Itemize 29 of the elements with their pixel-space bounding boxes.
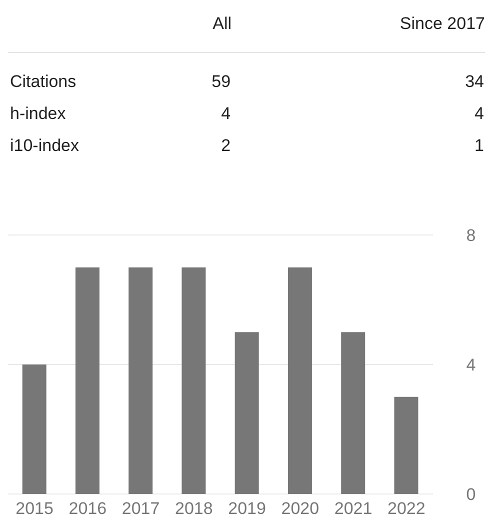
bar	[394, 396, 418, 494]
text: 1	[474, 136, 484, 155]
category-label: Citations	[10, 72, 76, 91]
category-label: h-index	[10, 104, 66, 123]
x-tick-label: 2019	[228, 499, 266, 518]
text: 34	[465, 72, 484, 91]
x-tick-label: 2022	[388, 499, 426, 518]
x-tick-label: 2017	[122, 499, 160, 518]
y-tick-label: 0	[466, 485, 476, 504]
category-label: i10-index	[10, 136, 79, 155]
category-label: Since 2017	[398, 13, 485, 35]
x-tick-label: 2018	[175, 499, 213, 518]
text: 2	[221, 136, 231, 155]
bar	[128, 267, 153, 494]
bar	[288, 267, 312, 494]
y-tick-label: 8	[466, 226, 476, 246]
y-tick-label: 4	[466, 356, 476, 375]
x-tick-label: 2015	[16, 499, 54, 518]
bar	[182, 267, 206, 494]
x-tick-label: 2016	[68, 499, 107, 518]
x-tick-label: 2020	[281, 499, 320, 518]
text: 4	[221, 104, 231, 123]
bar	[234, 332, 259, 494]
text: 59	[212, 72, 231, 91]
category-label: All	[212, 13, 232, 35]
x-tick-label: 2021	[334, 499, 372, 518]
bar	[22, 364, 46, 494]
bar	[341, 332, 366, 494]
bar	[75, 267, 100, 494]
